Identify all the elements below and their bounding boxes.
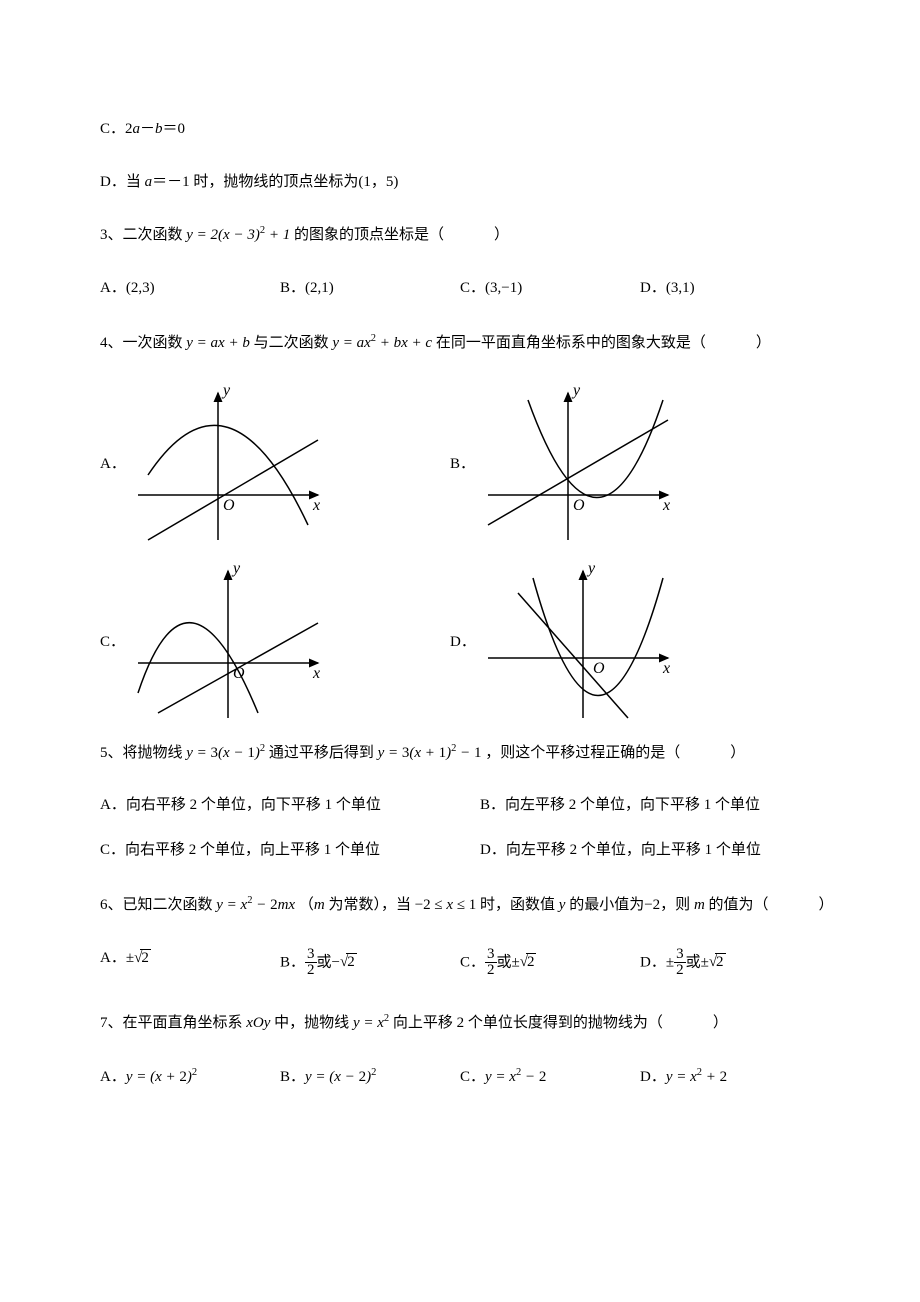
q4-row1: A． y x O B． y x O (100, 385, 840, 545)
svg-text:y: y (571, 382, 581, 399)
q7-opt-c: C．y = x2 − 2 (460, 1065, 640, 1089)
q4-label-b: B． (450, 453, 478, 476)
svg-text:y: y (221, 382, 231, 399)
q7-options: A．y = (x + 2)2 B．y = (x − 2)2 C．y = x2 −… (100, 1065, 840, 1089)
q3-opt-d: D．(3,1) (640, 277, 820, 300)
opt-d: D．当 a＝－1 时，抛物线的顶点坐标为(1，5) (100, 171, 840, 194)
q6-opt-d: D．±32或±√2 (640, 947, 820, 980)
svg-text:O: O (573, 497, 585, 514)
q4-stem: 4、一次函数 y = ax + b 与二次函数 y = ax2 + bx + c… (100, 331, 840, 355)
q3-opt-c: C．(3,−1) (460, 277, 640, 300)
q6-opt-a: A．±√2 (100, 947, 280, 980)
q7-opt-d: D．y = x2 + 2 (640, 1065, 820, 1089)
q3-stem: 3、二次函数 y = 2(x − 3)2 + 1 的图象的顶点坐标是（） (100, 223, 840, 247)
q6-stem: 6、已知二次函数 y = x2 − 2mx （m 为常数），当 −2 ≤ x ≤… (100, 893, 840, 917)
q5-opts-row2: C．向右平移 2 个单位，向上平移 1 个单位 D．向左平移 2 个单位，向上平… (100, 839, 840, 862)
q4-graph-b: y x O (478, 385, 678, 545)
q4-label-d: D． (450, 631, 478, 654)
q5-opt-b: B．向左平移 2 个单位，向下平移 1 个单位 (480, 794, 860, 817)
q4-label-a: A． (100, 453, 128, 476)
q4-graph-a: y x O (128, 385, 328, 545)
q7-opt-b: B．y = (x − 2)2 (280, 1065, 460, 1089)
q6-options: A．±√2 B．32或−√2 C．32或±√2 D．±32或±√2 (100, 947, 840, 980)
q3-opt-b: B．(2,1) (280, 277, 460, 300)
svg-text:x: x (662, 660, 670, 677)
svg-text:x: x (312, 497, 320, 514)
q5-opt-d: D．向左平移 2 个单位，向上平移 1 个单位 (480, 839, 860, 862)
svg-text:y: y (586, 560, 596, 577)
svg-text:O: O (593, 660, 605, 677)
svg-text:x: x (662, 497, 670, 514)
q4-row2: C． y x O D． y x O (100, 563, 840, 723)
svg-text:x: x (312, 665, 320, 682)
q4-label-c: C． (100, 631, 128, 654)
q5-opts-row1: A．向右平移 2 个单位，向下平移 1 个单位 B．向左平移 2 个单位，向下平… (100, 794, 840, 817)
svg-text:O: O (223, 497, 235, 514)
q5-stem: 5、将抛物线 y = 3(x − 1)2 通过平移后得到 y = 3(x + 1… (100, 741, 840, 765)
q7-stem: 7、在平面直角坐标系 xOy 中，抛物线 y = x2 向上平移 2 个单位长度… (100, 1011, 840, 1035)
q6-opt-b: B．32或−√2 (280, 947, 460, 980)
svg-text:y: y (231, 560, 241, 577)
q7-opt-a: A．y = (x + 2)2 (100, 1065, 280, 1089)
q3-options: A．(2,3) B．(2,1) C．(3,−1) D．(3,1) (100, 277, 840, 300)
q5-opt-c: C．向右平移 2 个单位，向上平移 1 个单位 (100, 839, 480, 862)
q3-opt-a: A．(2,3) (100, 277, 280, 300)
q4-graph-c: y x O (128, 563, 328, 723)
opt-c: C．2a－b＝0 (100, 118, 840, 141)
q5-opt-a: A．向右平移 2 个单位，向下平移 1 个单位 (100, 794, 480, 817)
q6-opt-c: C．32或±√2 (460, 947, 640, 980)
q4-graph-d: y x O (478, 563, 678, 723)
